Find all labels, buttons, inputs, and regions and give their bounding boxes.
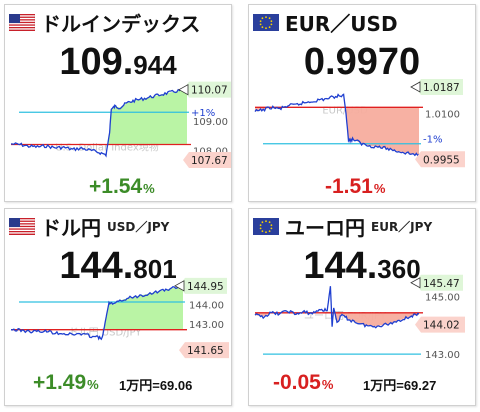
change-value: -1.51 — [325, 175, 373, 198]
low-price-label: 144.02 — [423, 320, 460, 332]
current-price: 144.801 — [5, 245, 231, 288]
high-price-label: 110.07 — [191, 85, 228, 97]
y-tick-label: 108.00 — [193, 146, 228, 157]
change-percent: -0.05% — [273, 371, 333, 395]
change-percent: -1.51% — [325, 175, 385, 199]
y-tick-label: 109.00 — [193, 117, 228, 128]
high-price-label: 144.95 — [187, 281, 224, 293]
panel-title: ドル円 — [41, 215, 101, 240]
current-price-marker — [178, 83, 189, 96]
current-price-marker — [410, 81, 421, 93]
current-price: 144.360 — [249, 245, 475, 288]
high-price-tag — [179, 277, 227, 294]
price-decimal: 801 — [133, 254, 177, 284]
change-percent: +1.54% — [89, 175, 155, 199]
high-price-label: 1.0187 — [423, 82, 460, 94]
y-tick-label: 143.00 — [425, 350, 460, 361]
price-chart: U.S. Dollar Index現物109.00108.00+1%110.07… — [10, 81, 231, 169]
low-price-label: 141.65 — [187, 345, 224, 357]
price-line — [254, 93, 420, 157]
change-fill-area — [255, 107, 419, 156]
y-tick-label: 144.00 — [189, 300, 224, 311]
low-price-label: 0.9955 — [423, 154, 460, 166]
low-price-tag — [179, 342, 229, 359]
panel-header: ドル円 USD／JPY — [9, 214, 170, 240]
change-fill-area — [11, 89, 187, 145]
panel-header: EUR／USD — [253, 10, 404, 36]
panel-header: ユーロ円 EUR／JPY — [253, 214, 433, 240]
y-tick-label: 143.00 — [189, 320, 224, 331]
price-integer: 144. — [59, 245, 134, 287]
us-flag-icon — [9, 13, 35, 31]
panel-eur-usd[interactable]: EUR／USD 0.9970 EUR/USD 1.0100 -1% 1.0187 0.9… — [248, 4, 476, 202]
price-decimal: 944 — [133, 50, 177, 80]
price-integer: 109. — [59, 41, 134, 83]
high-price-tag — [415, 274, 463, 291]
per-10000-yen-value: 1万円=69.06 — [119, 378, 193, 393]
eu-flag-icon — [253, 13, 279, 31]
low-price-tag — [183, 152, 231, 169]
change-value: +1.54 — [89, 175, 143, 198]
y-tick-label: 145.00 — [425, 292, 460, 303]
panel-eur-jpy[interactable]: ユーロ円 EUR／JPY 144.360 ユーロ円 EUR/JPY145.001… — [248, 208, 476, 406]
percent-sign: % — [143, 181, 155, 196]
change-fill-area — [103, 285, 183, 330]
price-line — [254, 286, 420, 329]
price-integer: 0.9970 — [303, 41, 421, 83]
panel-title: EUR／USD — [285, 11, 398, 36]
per-10000-yen-value: 1万円=69.27 — [363, 378, 437, 393]
price-decimal: 360 — [377, 254, 421, 284]
percent-reference-label: -1% — [423, 134, 442, 145]
current-price-marker — [174, 280, 185, 292]
panel-dollar-index[interactable]: ドルインデックス 109.944 U.S. Dollar Index現物 109.… — [4, 4, 232, 202]
percent-sign: % — [87, 377, 99, 392]
high-price-label: 145.47 — [423, 278, 460, 290]
high-price-tag — [415, 78, 463, 95]
percent-sign: % — [321, 377, 334, 392]
eu-flag-icon — [253, 217, 279, 235]
current-price: 0.9970 — [249, 41, 475, 84]
change-value: +1.49 — [33, 371, 87, 394]
price-integer: 144. — [303, 245, 378, 287]
percent-sign: % — [373, 181, 386, 196]
panel-header: ドルインデックス — [9, 10, 206, 36]
current-price-marker — [410, 277, 421, 289]
panel-subtitle: EUR／JPY — [371, 219, 433, 234]
price-chart: ドル円 USD/JPY 144.00 143.00 144.95 141.65 — [10, 277, 229, 359]
panel-subtitle: USD／JPY — [107, 219, 170, 234]
chart-watermark: ドル円 USD/JPY — [69, 328, 143, 339]
y-tick-label: 1.0100 — [425, 109, 460, 120]
price-line — [10, 87, 188, 158]
panel-usd-jpy[interactable]: ドル円 USD／JPY 144.801 ドル円 USD/JPY 144.00 143… — [4, 208, 232, 406]
change-value: -0.05 — [273, 371, 321, 394]
price-line — [10, 284, 184, 341]
percent-reference-label: +1% — [191, 108, 215, 119]
high-price-tag — [183, 81, 231, 98]
low-price-tag — [415, 151, 465, 168]
low-price-label: 107.67 — [191, 155, 228, 167]
panel-title: ドルインデックス — [41, 11, 201, 36]
change-percent: +1.49% — [33, 371, 99, 395]
current-price: 109.944 — [5, 41, 231, 84]
us-flag-icon — [9, 217, 35, 235]
panel-title: ユーロ円 — [285, 215, 365, 240]
low-price-tag — [415, 316, 465, 333]
